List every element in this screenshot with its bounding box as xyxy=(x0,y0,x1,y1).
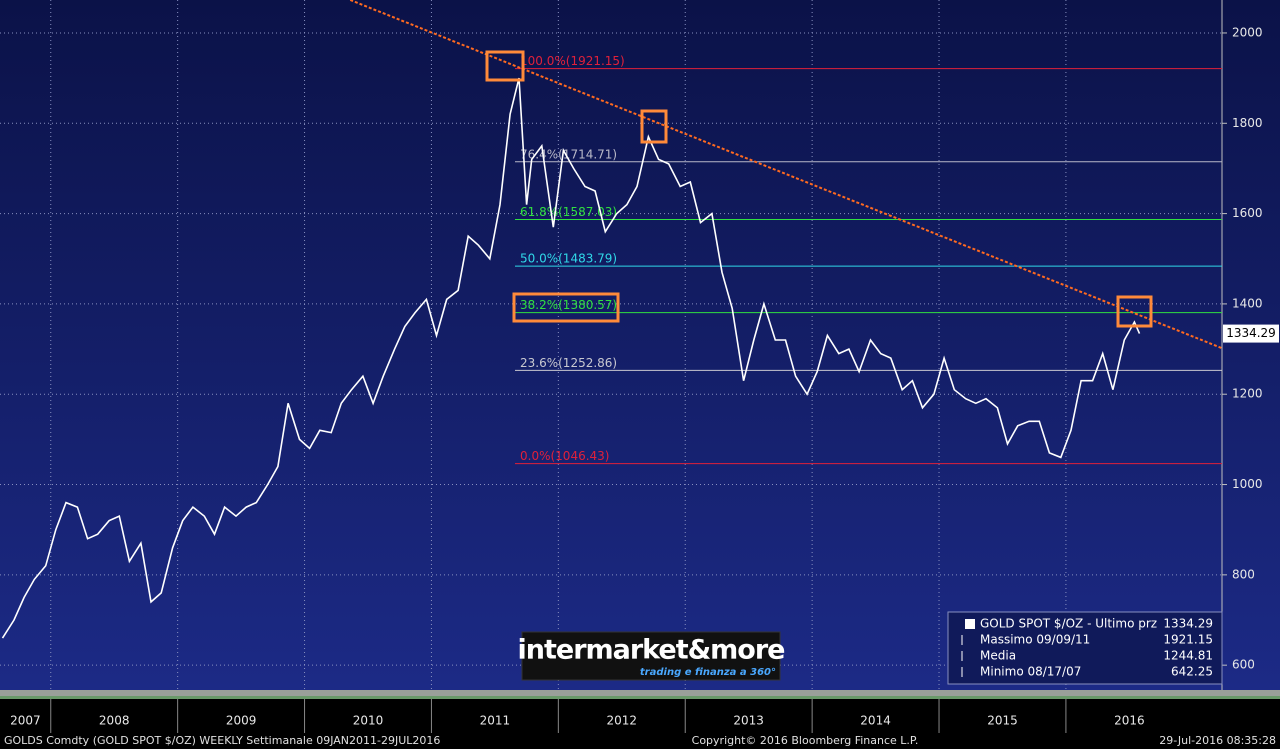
y-tick-label: 2000 xyxy=(1232,25,1263,39)
logo: intermarket&more trading e finanza a 360… xyxy=(518,631,786,681)
y-tick-label: 1600 xyxy=(1232,206,1263,220)
x-tick-label: 2014 xyxy=(860,714,891,728)
legend-stat-value: 1921.15 xyxy=(1163,633,1213,647)
highlight-box xyxy=(640,109,668,144)
highlight-box xyxy=(485,50,525,82)
x-axis-area xyxy=(0,699,1280,749)
x-tick-label: 2010 xyxy=(353,714,384,728)
last-value-label: 1334.29 xyxy=(1226,326,1276,340)
axis-band xyxy=(0,690,1280,696)
legend-stat-label: Minimo 08/17/07 xyxy=(980,665,1081,679)
y-tick-label: 800 xyxy=(1232,567,1255,581)
footer-right: 29-Jul-2016 08:35:28 xyxy=(1159,734,1276,747)
logo-title: intermarket&more xyxy=(518,635,785,666)
legend-stat-value: 1244.81 xyxy=(1163,649,1213,663)
level-label: 50.0%(1483.79) xyxy=(520,252,617,266)
axis-band xyxy=(0,696,1280,699)
legend: GOLD SPOT $/OZ - Ultimo prz 1334.29 Massim… xyxy=(947,611,1223,685)
logo-subtitle: trading e finanza a 360° xyxy=(640,667,776,678)
y-tick-label: 600 xyxy=(1232,658,1255,672)
logo-box xyxy=(521,631,781,681)
legend-swatch xyxy=(965,619,975,629)
y-tick-label: 1400 xyxy=(1232,296,1263,310)
legend-entry: GOLD SPOT $/OZ - Ultimo prz xyxy=(980,617,1157,631)
level-label: 0.0%(1046.43) xyxy=(520,449,609,463)
footer-center: Copyright© 2016 Bloomberg Finance L.P. xyxy=(692,734,919,747)
legend-stat-label: Media xyxy=(980,649,1016,663)
legend-box xyxy=(947,611,1223,685)
x-tick-label: 2009 xyxy=(226,714,257,728)
x-tick-label: 2011 xyxy=(480,714,511,728)
y-tick-label: 1800 xyxy=(1232,116,1263,130)
legend-stat-label: Massimo 09/09/11 xyxy=(980,633,1090,647)
legend-value: 1334.29 xyxy=(1163,617,1213,631)
legend-stat-value: 642.25 xyxy=(1171,665,1213,679)
level-label: 100.0%(1921.15) xyxy=(520,54,625,68)
highlight-box xyxy=(512,292,620,323)
y-tick-label: 1200 xyxy=(1232,387,1263,401)
y-tick-label: 1000 xyxy=(1232,477,1263,491)
level-label: 61.8%(1587.03) xyxy=(520,205,617,219)
x-tick-label: 2012 xyxy=(607,714,638,728)
x-tick-label: 2013 xyxy=(733,714,764,728)
x-tick-label: 2016 xyxy=(1114,714,1145,728)
x-tick-label: 2008 xyxy=(99,714,130,728)
price-line xyxy=(1,77,1141,639)
footer-left: GOLDS Comdty (GOLD SPOT $/OZ) WEEKLY Set… xyxy=(4,734,440,747)
level-label: 23.6%(1252.86) xyxy=(520,356,617,370)
highlight-box xyxy=(1116,295,1153,328)
x-tick-label: 2015 xyxy=(987,714,1018,728)
last-value-box xyxy=(1223,324,1279,343)
trendline xyxy=(349,0,1223,350)
level-label: 38.2%(1380.57) xyxy=(520,298,617,312)
x-tick-label: 2007 xyxy=(10,714,41,728)
plot-background xyxy=(0,0,1280,690)
